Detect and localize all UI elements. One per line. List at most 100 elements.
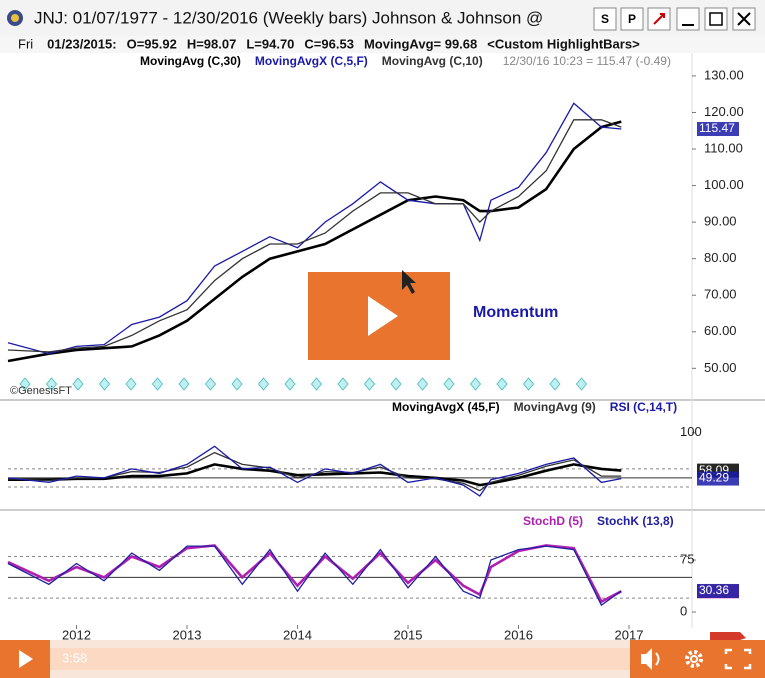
maximize-button[interactable]: [704, 7, 728, 31]
event-marker: [416, 377, 429, 391]
legend-entry: RSI (C,14,T): [610, 400, 677, 414]
event-marker: [257, 377, 270, 391]
legend-entry: MovingAvg (C,30): [140, 54, 241, 68]
event-marker: [549, 377, 561, 391]
series-line: [8, 463, 622, 487]
legend-entry: MovingAvg (9): [514, 400, 596, 414]
time-display: 3:58: [62, 650, 87, 665]
plot-area: 50.00 60.00 70.00 80.00 90.00 100.00 110.00 120…: [7, 54, 744, 642]
y-tick-label: 130.00: [704, 67, 744, 82]
s-button[interactable]: [593, 7, 617, 31]
volume-wave: [655, 652, 660, 666]
legend-entry: StochD (5): [523, 514, 583, 528]
end-label-box: [697, 122, 739, 137]
series-line: [7, 102, 622, 355]
play-overlay-icon: [368, 296, 398, 336]
end-label: 49.29: [699, 471, 729, 485]
series-line: [7, 445, 622, 497]
info-item: MovingAvg= 99.68: [364, 36, 477, 51]
s-button-label[interactable]: S: [601, 12, 609, 26]
pin-icon: [653, 13, 665, 25]
info-item: C=96.53: [304, 36, 354, 51]
mouse-cursor: [402, 270, 416, 294]
x-tick-label: 2014: [283, 627, 312, 642]
overlay-text: Momentum: [473, 304, 558, 321]
event-marker: [72, 377, 84, 391]
end-label-box: [697, 471, 739, 486]
end-label: 115.47: [699, 121, 735, 135]
y-tick-label: 70.00: [704, 287, 737, 302]
y-tick-label: 100.00: [704, 177, 744, 192]
series-line: [7, 119, 622, 353]
legend-entry: MovingAvgX (C,5,F): [255, 54, 368, 68]
info-item: O=95.92: [127, 36, 177, 51]
legend-entry: MovingAvg (C,10): [382, 54, 483, 68]
info-item: <Custom HighlightBars>: [487, 36, 640, 51]
play-icon: [19, 650, 33, 668]
y-tick-label: 50.00: [704, 360, 737, 375]
y-tick-label: 80.00: [704, 250, 737, 265]
event-marker: [310, 377, 323, 391]
window-buttons: S P: [593, 7, 756, 31]
fullscreen-button[interactable]: [724, 648, 752, 670]
progress-bar[interactable]: [50, 648, 630, 670]
info-items: Fri 01/23/2015: O=95.92 H=98.07 L=94.70 C=96.…: [18, 36, 640, 51]
event-marker: [125, 377, 137, 391]
info-item: Fri: [18, 36, 33, 51]
end-label: 30.36: [699, 583, 729, 597]
y-tick-label: 100: [680, 424, 702, 439]
event-marker: [496, 377, 508, 391]
event-marker: [363, 377, 376, 391]
y-tick-label: 75: [680, 551, 694, 566]
event-marker: [522, 377, 535, 391]
event-marker: [443, 377, 455, 391]
end-label-box: [697, 583, 739, 598]
event-marker: [284, 377, 296, 391]
y-tick-label: 60.00: [704, 323, 737, 338]
window-title: JNJ: 01/07/1977 - 12/30/2016 (Weekly bar…: [34, 8, 543, 27]
app-icon-core: [11, 14, 19, 22]
x-tick-label: 2016: [504, 627, 533, 642]
y-tick-label: 0: [680, 603, 687, 618]
event-marker: [98, 377, 111, 391]
y-tick-label: 120.00: [704, 104, 744, 119]
p-button[interactable]: [620, 7, 644, 31]
event-marker: [151, 377, 164, 391]
event-marker: [469, 377, 482, 391]
x-tick-label: 2013: [173, 627, 202, 642]
y-tick-label: 110.00: [704, 140, 743, 155]
settings-button[interactable]: [685, 650, 703, 668]
minimize-button[interactable]: [676, 7, 700, 31]
maximize-icon: [709, 12, 723, 26]
settings-hole: [692, 657, 696, 661]
legend-entry: StochK (13,8): [597, 514, 674, 528]
close-icon: [737, 12, 751, 26]
legend-entry: MovingAvgX (45,F): [392, 400, 500, 414]
event-marker: [390, 377, 402, 391]
watermark: ©GenesisFT: [10, 385, 72, 397]
event-marker: [178, 377, 190, 391]
info-item: 01/23/2015:: [47, 36, 116, 51]
corner-marker: [710, 632, 746, 640]
series-line: [7, 544, 622, 604]
series-line: [7, 545, 622, 607]
event-marker: [45, 377, 58, 391]
info-item: H=98.07: [187, 36, 237, 51]
event-marker: [337, 377, 349, 391]
event-marker: [204, 377, 217, 391]
info-bar: [0, 36, 765, 53]
series-line: [7, 120, 622, 363]
series-line: [7, 451, 622, 492]
x-tick-label: 2012: [62, 627, 91, 642]
event-marker: [231, 377, 243, 391]
volume-button[interactable]: [641, 648, 652, 670]
event-marker: [575, 377, 588, 391]
x-tick-label: 2017: [615, 627, 644, 642]
x-tick-label: 2015: [394, 627, 423, 642]
annotation: 12/30/16 10:23 = 115.47 (-0.49): [503, 54, 671, 68]
y-tick-label: 90.00: [704, 214, 737, 229]
p-button-label[interactable]: P: [628, 12, 636, 26]
info-item: L=94.70: [246, 36, 294, 51]
event-marker: [19, 377, 31, 391]
